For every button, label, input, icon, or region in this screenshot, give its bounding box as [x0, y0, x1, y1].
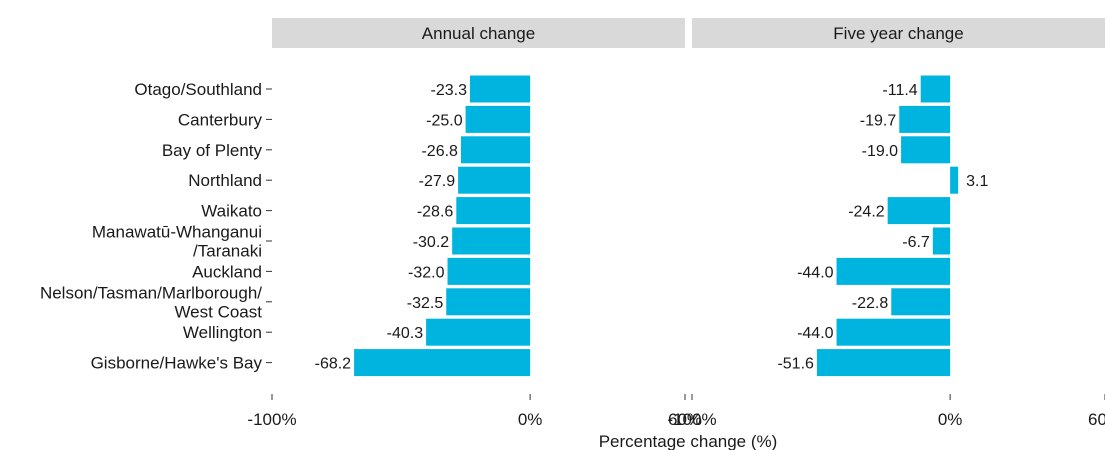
- x-tick-label: 0%: [518, 410, 543, 429]
- bar: [932, 227, 951, 255]
- bar: [891, 288, 951, 316]
- category-label: Manawatū-Whanganui/Taranaki: [92, 223, 262, 261]
- bar: [446, 288, 531, 316]
- data-label: -19.0: [862, 143, 899, 160]
- bar: [460, 136, 531, 164]
- data-label: -6.7: [902, 234, 930, 251]
- data-label: -22.8: [852, 295, 889, 312]
- bar: [458, 166, 531, 194]
- bar: [465, 105, 531, 133]
- bar: [452, 227, 531, 255]
- category-label: Wellington: [183, 323, 262, 342]
- data-label: 3.1: [966, 173, 988, 190]
- bar: [920, 75, 951, 103]
- bar: [950, 166, 959, 194]
- bar: [899, 105, 951, 133]
- bar: [354, 349, 531, 377]
- category-label: Nelson/Tasman/Marlborough/West Coast: [40, 283, 262, 321]
- data-label: -28.6: [417, 204, 454, 221]
- data-label: -32.0: [408, 264, 445, 281]
- data-label: -51.6: [777, 356, 814, 373]
- data-label: -27.9: [419, 173, 456, 190]
- data-label: -32.5: [407, 295, 444, 312]
- category-label: Waikato: [201, 202, 262, 221]
- bar: [469, 75, 531, 103]
- category-label: Gisborne/Hawke's Bay: [91, 354, 263, 373]
- bar: [836, 257, 951, 285]
- x-tick-label: -100%: [667, 410, 716, 429]
- x-tick-label: -100%: [247, 410, 296, 429]
- data-label: -68.2: [315, 356, 352, 373]
- bar: [426, 318, 531, 346]
- bar: [816, 349, 951, 377]
- data-label: -26.8: [421, 143, 458, 160]
- x-axis-title: Percentage change (%): [599, 432, 778, 450]
- data-label: -30.2: [413, 234, 450, 251]
- bar: [887, 197, 951, 225]
- x-tick-label: 60%: [1088, 410, 1105, 429]
- data-label: -44.0: [797, 325, 834, 342]
- bar: [447, 257, 531, 285]
- panel-strip: [272, 18, 685, 48]
- category-label: Auckland: [192, 262, 262, 281]
- category-label: Canterbury: [178, 110, 263, 129]
- category-label: Northland: [188, 171, 262, 190]
- category-label: Otago/Southland: [134, 80, 262, 99]
- panel-title: Annual change: [422, 24, 535, 43]
- data-label: -24.2: [848, 204, 885, 221]
- data-label: -23.3: [431, 82, 468, 99]
- data-label: -44.0: [797, 264, 834, 281]
- category-label: Bay of Plenty: [162, 141, 263, 160]
- bar: [901, 136, 951, 164]
- bar: [836, 318, 951, 346]
- bar: [456, 197, 531, 225]
- data-label: -25.0: [426, 112, 463, 129]
- panel-title: Five year change: [833, 24, 963, 43]
- x-tick-label: 0%: [938, 410, 963, 429]
- data-label: -11.4: [882, 82, 917, 99]
- data-label: -40.3: [387, 325, 424, 342]
- panel-strip: [692, 18, 1105, 48]
- data-label: -19.7: [860, 112, 897, 129]
- x-tick-label: 60%: [668, 410, 702, 429]
